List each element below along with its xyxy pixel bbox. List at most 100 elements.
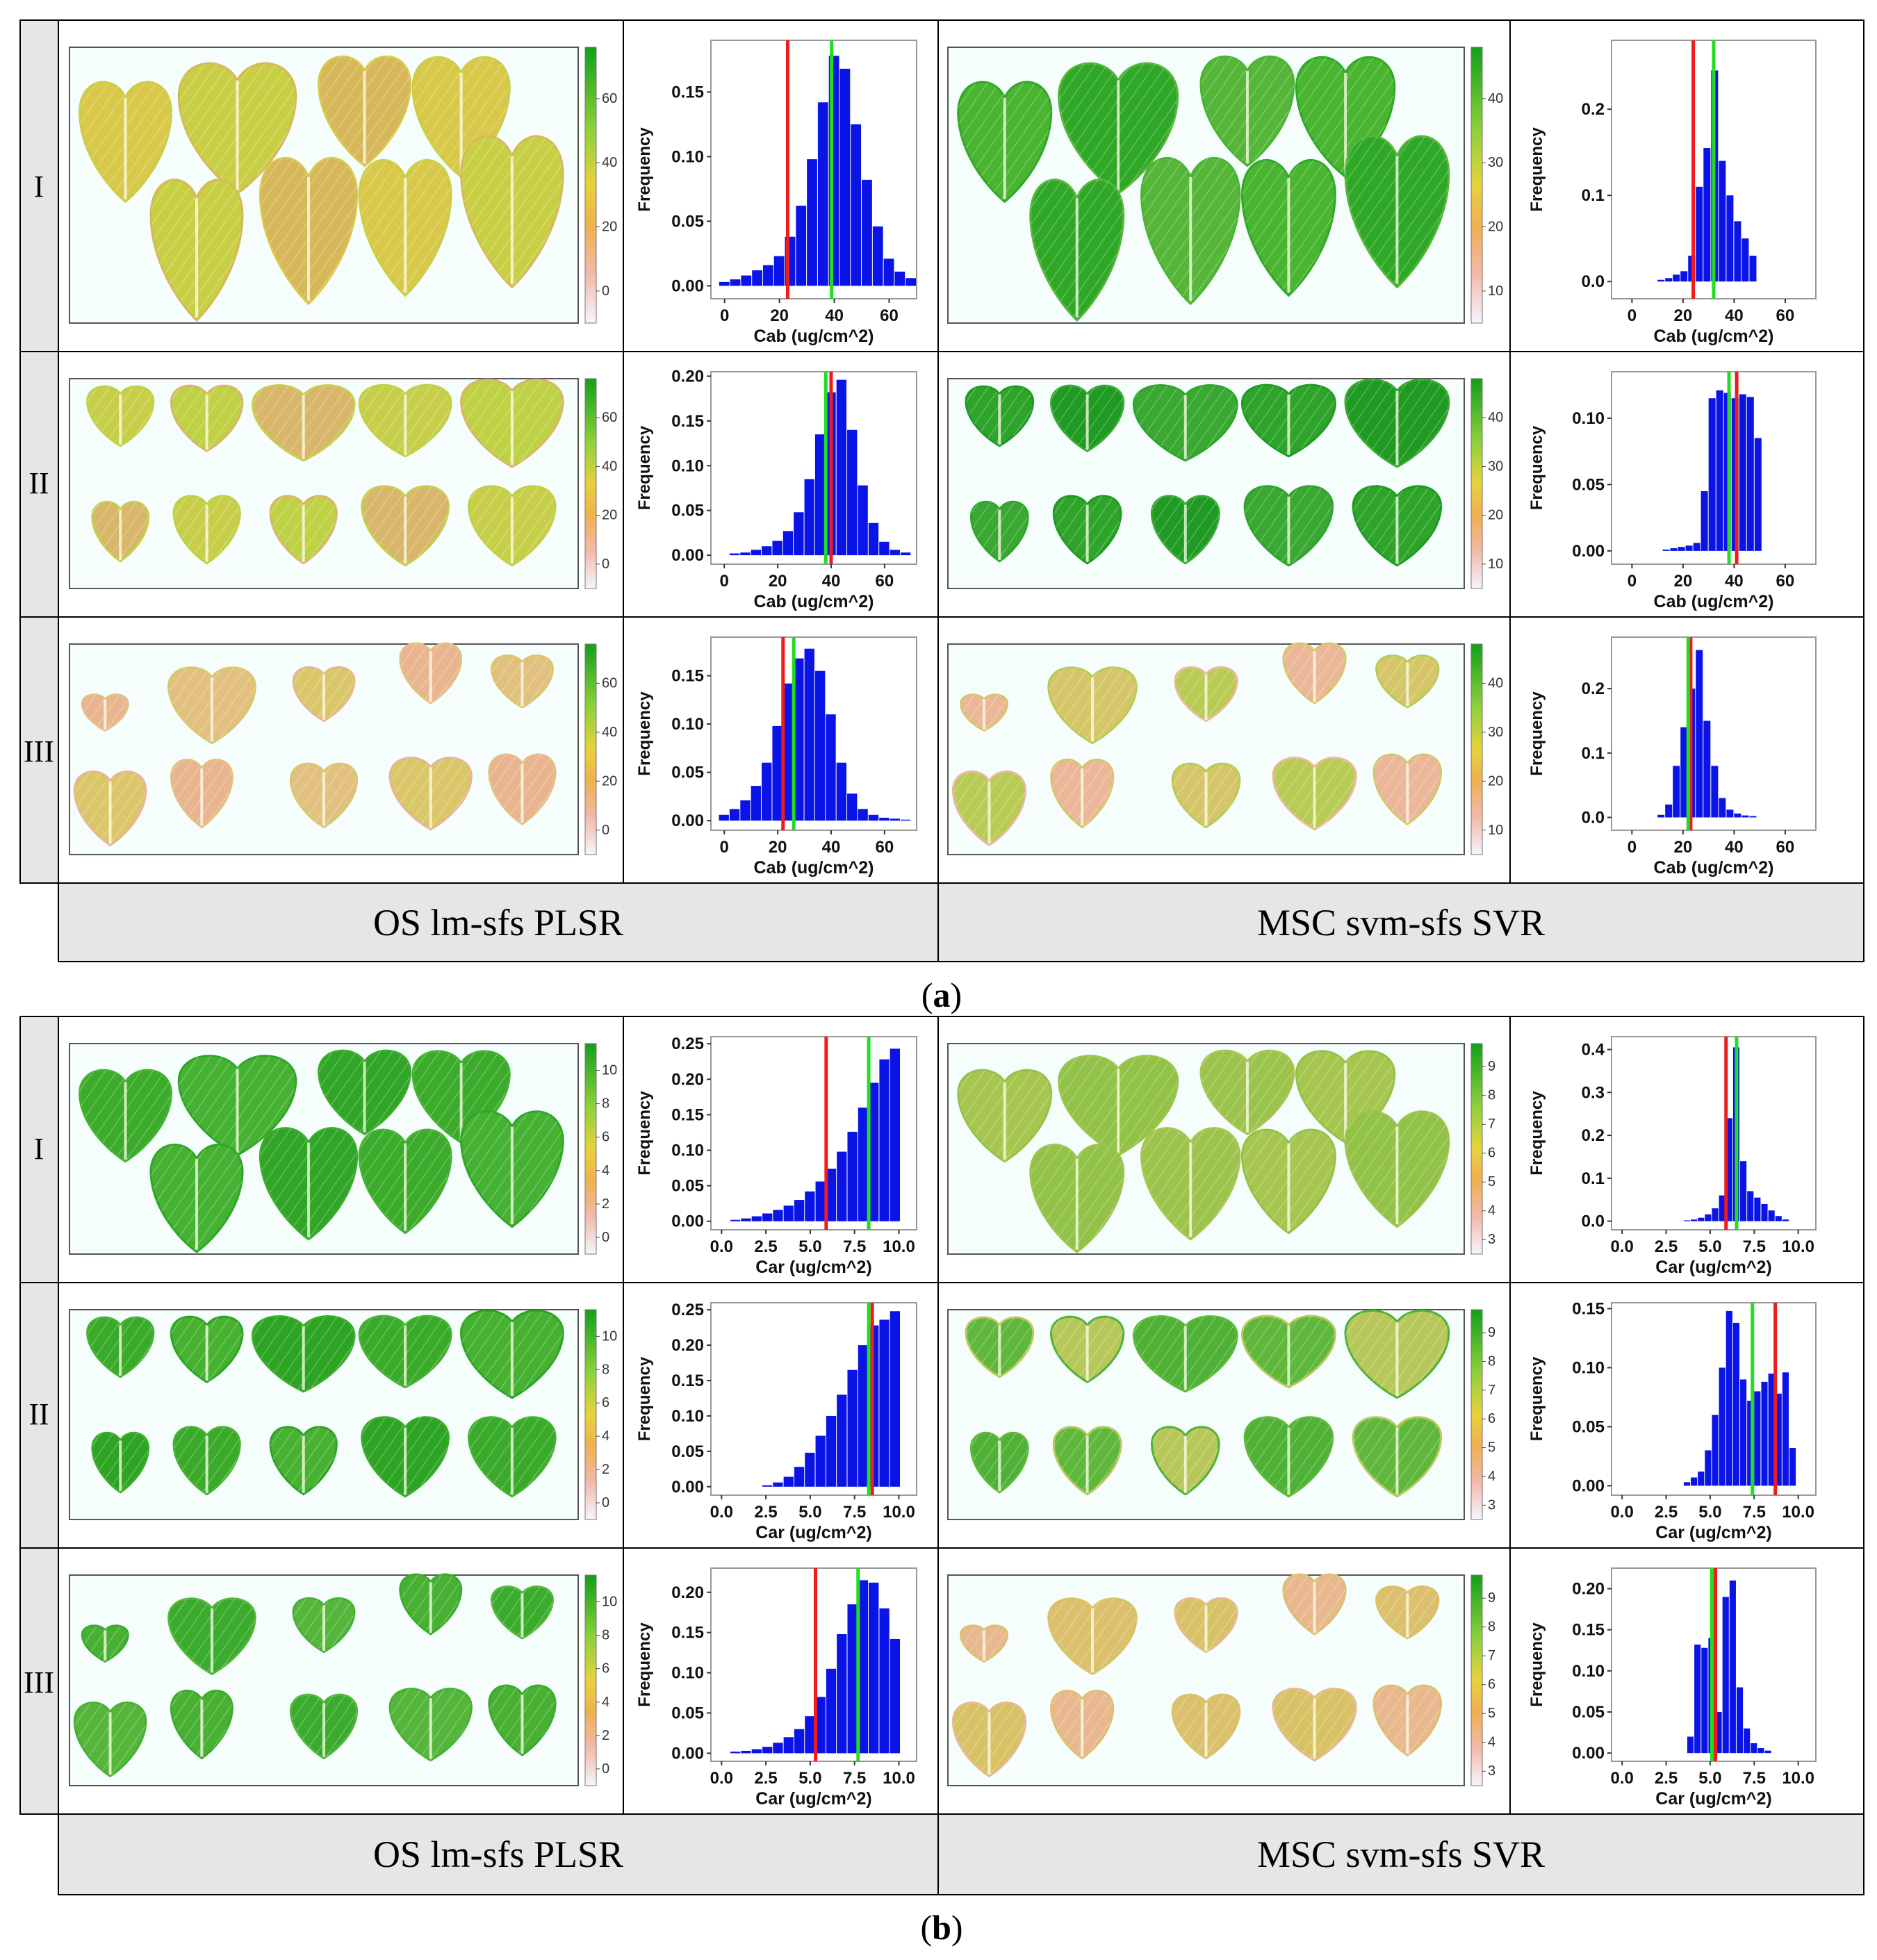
histogram-bar: [729, 809, 740, 821]
colorbar-tick-label: 40: [1488, 91, 1503, 106]
y-axis-label: Frequency: [635, 425, 654, 510]
histogram-bar: [740, 552, 751, 556]
panel-b-left-row1-leaf-map: 0 2 4 6 8 10: [69, 1043, 617, 1255]
x-tick-label: 5.0: [798, 1237, 821, 1256]
histogram-bar: [794, 658, 804, 821]
colorbar-tick-label: 7: [1488, 1383, 1495, 1398]
histogram-bar: [762, 1213, 773, 1221]
panel-a-row-label-1: I: [33, 170, 44, 204]
histogram-bar: [1764, 1750, 1771, 1754]
histogram-bar: [1711, 766, 1719, 818]
histogram-bar: [900, 552, 911, 556]
x-tick-label: 60: [1776, 306, 1795, 325]
x-tick-label: 0: [1628, 306, 1637, 325]
x-tick-label: 40: [1725, 306, 1744, 325]
x-tick-label: 5.0: [1698, 1503, 1721, 1522]
y-axis-label: Frequency: [635, 127, 654, 212]
histogram-a-I-plsr: 0.00 0.05 0.10 0.15 0 20 40 60 Cab (ug/cm^2) Freq…: [635, 40, 917, 346]
x-tick-label: 10.0: [1782, 1769, 1814, 1788]
colorbar-tick-label: 30: [1488, 459, 1503, 474]
histogram-bar: [762, 265, 773, 286]
x-tick-label: 10.0: [1782, 1503, 1814, 1522]
y-tick-label: 0.10: [671, 456, 704, 475]
x-tick-label: 0.0: [1611, 1769, 1634, 1788]
y-tick-label: 0.0: [1582, 808, 1605, 827]
histogram-bar: [1678, 547, 1685, 551]
histogram-bar: [814, 670, 826, 821]
histogram-bar: [814, 434, 826, 556]
histogram-bar: [1698, 1472, 1705, 1486]
y-tick-label: 0.15: [671, 667, 704, 686]
y-tick-label: 0.15: [671, 1105, 704, 1124]
histogram-bar: [1715, 1712, 1722, 1754]
histogram-bar: [847, 793, 858, 821]
colorbar-tick-label: 10: [1488, 557, 1503, 572]
histogram-bar: [719, 281, 730, 286]
histogram-bar: [826, 1169, 837, 1221]
y-tick-label: 0.10: [1572, 1662, 1605, 1681]
histogram-bar: [1754, 1391, 1761, 1486]
plot-frame: [1611, 1036, 1817, 1230]
histogram-bar: [839, 68, 851, 286]
colorbar-tick-label: 20: [602, 220, 617, 235]
histogram-bar: [879, 1319, 890, 1487]
y-tick-label: 0.10: [671, 715, 704, 734]
histogram-bar: [807, 159, 817, 286]
panel-a-footer-right: MSC svm-sfs SVR: [937, 882, 1864, 962]
y-tick-label: 0.10: [1572, 1358, 1605, 1377]
histogram-bar: [1768, 1210, 1775, 1221]
colorbar-tick-label: 3: [1488, 1763, 1495, 1779]
y-tick-label: 0.2: [1582, 100, 1605, 119]
histogram-bar: [1749, 816, 1757, 818]
y-tick-label: 0.1: [1582, 744, 1605, 763]
histogram-bar: [879, 1059, 890, 1221]
colorbar: [1470, 378, 1483, 589]
x-tick-label: 60: [1776, 838, 1795, 857]
panel-a-right-row1-leaf-map: 10 20 30 40: [947, 47, 1503, 324]
histogram-bar: [1712, 1208, 1719, 1221]
histogram-bar: [1729, 1580, 1736, 1754]
colorbar: [584, 1309, 597, 1520]
histogram-bar: [1693, 543, 1700, 551]
histogram-bar: [1685, 545, 1693, 551]
histogram-bar: [1744, 1728, 1751, 1754]
histogram-bar: [1740, 1161, 1747, 1221]
histogram-bar: [1701, 1647, 1708, 1754]
histogram-bar: [719, 814, 729, 821]
x-tick-label: 0: [1628, 572, 1637, 591]
histogram-bar: [858, 1107, 869, 1221]
colorbar-tick-label: 0: [602, 557, 609, 572]
colorbar-tick-label: 60: [602, 91, 617, 106]
x-tick-label: 2.5: [754, 1769, 777, 1788]
histogram-bar: [782, 531, 794, 556]
histogram-bar: [1768, 1373, 1775, 1486]
x-axis-label: Cab (ug/cm^2): [1654, 858, 1774, 878]
colorbar-tick-label: 6: [602, 1130, 609, 1145]
histogram-bar: [752, 270, 762, 286]
y-tick-label: 0.15: [671, 1624, 704, 1642]
histogram-bar: [1741, 238, 1749, 282]
colorbar-tick-label: 40: [602, 725, 617, 740]
histogram-b-II-svr: 0.00 0.05 0.10 0.15 0.0 2.5 5.0 7.5 10.0 Car (ug/…: [1527, 1299, 1817, 1542]
histogram-bar: [1751, 1743, 1757, 1754]
histogram-bar: [1747, 1191, 1754, 1221]
x-tick-label: 0.0: [710, 1503, 733, 1522]
x-axis-label: Car (ug/cm^2): [1655, 1523, 1771, 1542]
y-tick-label: 0.2: [1582, 1126, 1605, 1145]
histogram-bar: [868, 522, 879, 556]
histogram-bar: [817, 102, 828, 286]
colorbar-tick-label: 8: [1488, 1353, 1495, 1369]
colorbar-tick-label: 8: [602, 1628, 609, 1643]
colorbar: [584, 47, 597, 324]
histogram-bar: [847, 1369, 858, 1487]
y-tick-label: 0.1: [1582, 1169, 1605, 1188]
y-tick-label: 0.10: [671, 1664, 704, 1683]
colorbar-tick-label: 8: [602, 1096, 609, 1112]
histogram-bar: [826, 714, 836, 821]
histogram-bar: [1665, 278, 1673, 282]
histogram-bar: [762, 546, 772, 556]
panel-b-footer-left: OS lm-sfs PLSR: [58, 1813, 939, 1895]
